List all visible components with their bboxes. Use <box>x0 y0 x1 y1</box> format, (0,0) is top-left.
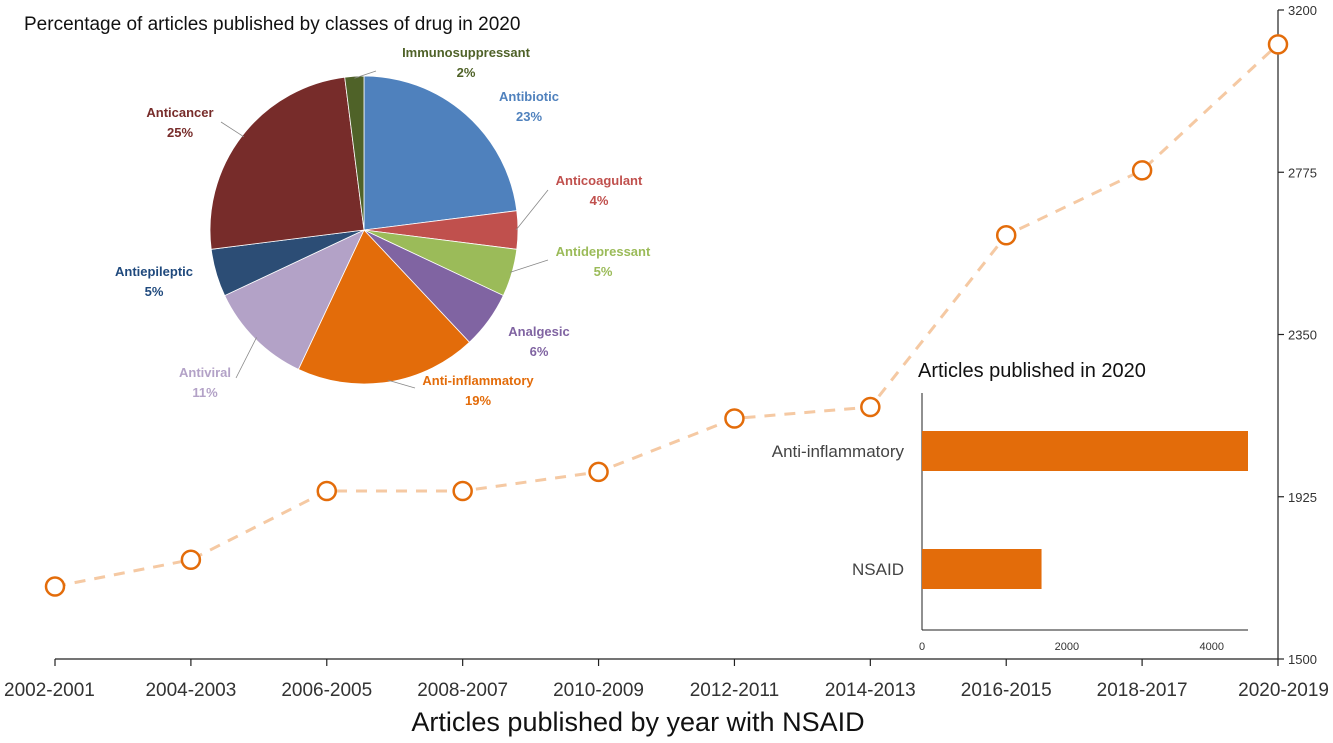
pie-slice-label: Immunosuppressant <box>402 45 531 60</box>
pie-slice <box>224 229 365 370</box>
x-tick-label: 2014-2013 <box>825 680 916 701</box>
x-tick-label: 2010-2009 <box>553 680 644 701</box>
pie-leader-line <box>387 379 416 389</box>
y-tick-label: 1925 <box>1288 490 1317 505</box>
pie-slice-percent: 23% <box>516 109 542 124</box>
x-ticks: 2002-2001 2004-2003 2006-2005 2008-2007 2010… <box>4 659 1329 701</box>
y-tick-label: 3200 <box>1288 3 1317 18</box>
trend-point <box>1131 160 1153 181</box>
y-tick-label: 2775 <box>1288 165 1317 180</box>
pie-title: Percentage of articles published by clas… <box>24 14 520 35</box>
pie-slice-label: Analgesic <box>508 324 569 339</box>
x-tick-label: 2006-2005 <box>281 680 372 701</box>
trend-point <box>44 576 66 597</box>
pie-slice <box>209 76 365 250</box>
y-ticks: 1500 1925 2350 2775 3200 <box>1278 3 1317 667</box>
pie-chart: Percentage of articles published by clas… <box>24 14 651 408</box>
trend-point <box>452 480 473 502</box>
bars: Anti-inflammatory NSAID <box>772 431 1248 589</box>
bar <box>922 431 1248 471</box>
pie-slice <box>344 75 365 231</box>
pie-slice <box>363 75 518 231</box>
pie-labels: Antibiotic 23% Anticoagulant 4% Antidepressa… <box>115 45 651 408</box>
trend-point <box>316 480 338 502</box>
pie-slice-percent: 4% <box>590 193 609 208</box>
bar-x-tick-label: 4000 <box>1200 641 1224 653</box>
bar-chart-title: Articles published in 2020 <box>918 360 1146 382</box>
bar-chart: Articles published in 2020 Anti-inflamma… <box>772 360 1248 653</box>
y-tick-label: 2350 <box>1288 328 1317 343</box>
pie-slice-percent: 6% <box>530 344 549 359</box>
pie-leader-line <box>509 259 549 273</box>
y-tick-label: 1500 <box>1288 652 1317 667</box>
x-tick-label: 2020-2019 <box>1238 680 1329 701</box>
line-chart: 2002-2001 2004-2003 2006-2005 2008-2007 2010… <box>4 3 1329 737</box>
bar-x-tick-label: 0 <box>919 641 925 653</box>
pie-slice-percent: 11% <box>192 385 218 400</box>
bar-category-label: NSAID <box>852 560 904 579</box>
bar <box>922 549 1042 589</box>
pie-slice-percent: 25% <box>167 125 193 140</box>
pie-slice-label: Antiviral <box>179 365 231 380</box>
trend-point <box>1267 34 1289 55</box>
pie-slice-label: Antidepressant <box>556 244 651 259</box>
pie-slice-label: Anticoagulant <box>556 173 643 188</box>
x-axis-title: Articles published by year with NSAID <box>411 707 864 737</box>
pie-slice-label: Anti-inflammatory <box>422 373 534 388</box>
trend-line <box>54 43 1280 588</box>
pie-slice-percent: 2% <box>457 65 476 80</box>
trend-point <box>724 408 745 429</box>
x-tick-label: 2002-2001 <box>4 680 95 701</box>
pie-slice <box>297 229 470 385</box>
pie-slice-percent: 5% <box>145 284 164 299</box>
bar-x-tick-label: 2000 <box>1055 641 1079 653</box>
pie-slice-percent: 19% <box>465 393 491 408</box>
trend-points <box>44 34 1289 597</box>
pie-slice-label: Anticancer <box>146 105 213 120</box>
pie-slice-label: Antiepileptic <box>115 264 193 279</box>
x-tick-label: 2008-2007 <box>417 680 508 701</box>
pie-leader-line <box>235 337 257 379</box>
x-tick-label: 2004-2003 <box>145 680 236 701</box>
x-tick-label: 2016-2015 <box>961 680 1052 701</box>
pie-slices <box>209 75 519 385</box>
bar-x-ticks: 0 2000 4000 <box>919 641 1224 653</box>
pie-slice-percent: 5% <box>594 264 613 279</box>
x-tick-label: 2018-2017 <box>1097 680 1188 701</box>
pie-slice-label: Antibiotic <box>499 89 559 104</box>
trend-point <box>995 224 1017 246</box>
trend-point <box>180 549 202 570</box>
x-tick-label: 2012-2011 <box>690 680 779 701</box>
pie-leader-line <box>220 121 245 138</box>
trend-point <box>588 461 609 483</box>
bar-category-label: Anti-inflammatory <box>772 442 905 461</box>
trend-point <box>860 396 881 418</box>
pie-leader-line <box>354 70 377 79</box>
pie-leader-line <box>515 189 549 231</box>
